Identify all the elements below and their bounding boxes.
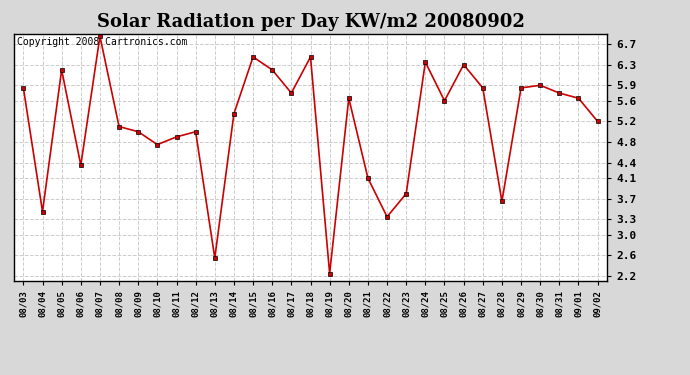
Title: Solar Radiation per Day KW/m2 20080902: Solar Radiation per Day KW/m2 20080902 (97, 13, 524, 31)
Text: Copyright 2008 Cartronics.com: Copyright 2008 Cartronics.com (17, 38, 187, 48)
